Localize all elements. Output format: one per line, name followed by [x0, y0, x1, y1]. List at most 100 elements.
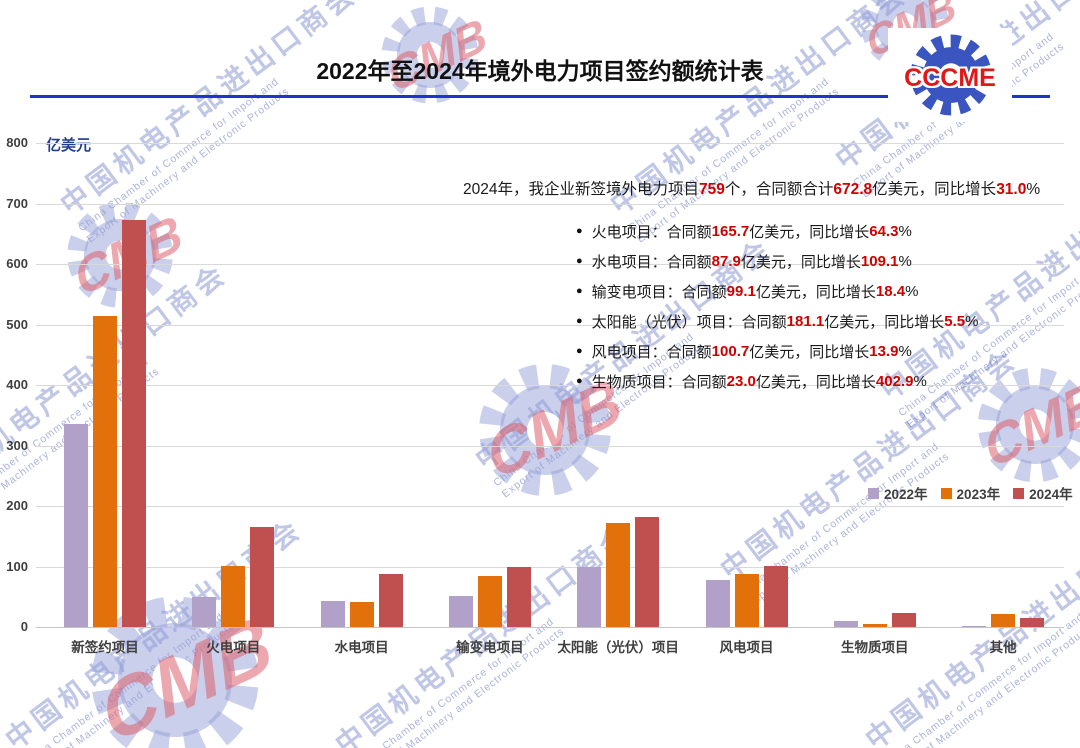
bar-2023年-火电项目: [221, 565, 246, 627]
cccme-logo: CCCME: [888, 28, 1012, 122]
highlight-value: 13.9: [869, 342, 899, 360]
x-label-水电项目: 水电项目: [334, 640, 389, 655]
gridline-0: [36, 627, 1064, 628]
summary-line: 2024年，我企业新签境外电力项目759个，合同额合计672.8亿美元，同比增长…: [463, 177, 1040, 199]
bar-2024年-水电项目: [378, 573, 403, 627]
text-segment: 亿美元，同比增长: [755, 373, 876, 391]
bar-2023年-新签约项目: [93, 316, 117, 627]
bar-2024年-新签约项目: [122, 219, 146, 627]
gridline-700: [36, 203, 1064, 205]
bullet-dot-icon: ●: [576, 375, 583, 387]
text-segment: 亿美元，同比增长: [749, 343, 870, 361]
y-tick-200: 200: [6, 498, 28, 513]
bar-2024年-风电项目: [763, 566, 788, 627]
highlight-value: 181.1: [786, 312, 825, 330]
gridline-800: [36, 143, 1064, 144]
bullet-dot-icon: ●: [576, 285, 583, 297]
bar-2022年-其他: [962, 625, 987, 627]
y-tick-400: 400: [6, 377, 28, 392]
highlight-value: 31.0: [996, 181, 1027, 198]
bar-2024年-火电项目: [250, 526, 275, 627]
bullet-item-0: ● 火电项目：合同额 165.7 亿美元，同比增长 64.3%: [576, 216, 978, 246]
text-segment: %: [913, 372, 927, 390]
text-segment: 亿美元，同比增长: [740, 253, 861, 271]
text-segment: %: [898, 252, 912, 270]
gridline-100: [36, 566, 1064, 568]
y-tick-100: 100: [6, 558, 28, 574]
highlight-value: 402.9: [875, 372, 914, 390]
bar-2024年-输变电项目: [506, 567, 531, 627]
text-segment: %: [905, 282, 919, 300]
y-tick-300: 300: [6, 437, 28, 453]
bullet-dot-icon: ●: [576, 345, 583, 357]
text-segment: 风电项目：合同额: [591, 343, 712, 361]
bar-2023年-太阳能（光伏）项目: [606, 523, 631, 627]
bullet-list: ● 火电项目：合同额 165.7 亿美元，同比增长 64.3% ● 水电项目：合同额 87.9…: [576, 216, 978, 396]
gridline-500: [36, 324, 1064, 326]
x-label-太阳能（光伏）项目: 太阳能（光伏）项目: [557, 640, 679, 655]
bar-2024年-其他: [1020, 617, 1045, 627]
bar-2022年-生物质项目: [833, 620, 858, 627]
highlight-value: 759: [698, 181, 725, 198]
bullet-item-4: ● 风电项目：合同额 100.7 亿美元，同比增长 13.9%: [576, 336, 978, 366]
legend-item-2024年: 2024年: [1013, 483, 1073, 503]
highlight-value: 672.8: [833, 181, 873, 198]
title-divider: [30, 95, 1050, 98]
legend-label: 2022年: [884, 487, 928, 502]
bullet-dot-icon: ●: [576, 315, 583, 327]
y-tick-800: 800: [6, 135, 28, 150]
bar-2022年-风电项目: [705, 579, 730, 627]
text-segment: 亿美元，同比增长: [755, 283, 876, 301]
legend-swatch-icon: [940, 487, 952, 499]
y-tick-0: 0: [20, 619, 28, 634]
highlight-value: 109.1: [860, 252, 899, 270]
x-label-输变电项目: 输变电项目: [456, 640, 524, 655]
bar-2022年-火电项目: [192, 596, 217, 627]
bar-2023年-风电项目: [734, 573, 759, 627]
x-label-生物质项目: 生物质项目: [841, 640, 909, 655]
gridline-200: [36, 506, 1064, 507]
bar-2023年-输变电项目: [477, 576, 502, 627]
highlight-value: 165.7: [711, 222, 750, 240]
text-segment: 亿美元，同比增长: [872, 181, 997, 198]
highlight-value: 100.7: [711, 342, 750, 360]
bullet-dot-icon: ●: [576, 225, 583, 237]
bar-2023年-其他: [991, 613, 1016, 627]
text-segment: %: [898, 222, 912, 240]
highlight-value: 87.9: [711, 252, 741, 270]
text-segment: 2024年，我企业新签境外电力项目: [463, 181, 699, 198]
bar-2024年-太阳能（光伏）项目: [635, 517, 660, 627]
y-tick-600: 600: [6, 256, 28, 271]
text-segment: 生物质项目：合同额: [591, 373, 727, 391]
legend-swatch-icon: [868, 487, 879, 499]
legend-swatch-icon: [1013, 487, 1025, 499]
text-segment: 水电项目：合同额: [591, 253, 712, 271]
legend-label: 2024年: [1029, 487, 1073, 502]
x-label-其他: 其他: [989, 640, 1017, 655]
bar-2023年-生物质项目: [862, 624, 887, 627]
bullet-item-1: ● 水电项目：合同额 87.9 亿美元，同比增长 109.1%: [576, 246, 978, 276]
cccme-logo-text: CCCME: [904, 64, 996, 92]
text-segment: %: [898, 342, 912, 360]
bullet-item-2: ● 输变电项目：合同额 99.1 亿美元，同比增长 18.4%: [576, 276, 978, 306]
gridline-300: [36, 445, 1064, 447]
text-segment: 个，合同额合计: [724, 181, 834, 198]
text-segment: 太阳能（光伏）项目：合同额: [591, 313, 787, 331]
legend: 2022年 2023年 2024年: [868, 483, 1073, 503]
bar-2023年-水电项目: [349, 601, 374, 627]
bar-2022年-太阳能（光伏）项目: [577, 566, 602, 627]
bar-2022年-输变电项目: [448, 595, 473, 627]
bar-2022年-水电项目: [320, 600, 345, 627]
highlight-value: 5.5: [944, 312, 966, 330]
gridline-600: [36, 264, 1064, 265]
legend-item-2023年: 2023年: [940, 483, 1000, 503]
y-tick-500: 500: [6, 316, 28, 332]
text-segment: 亿美元，同比增长: [824, 313, 945, 331]
highlight-value: 18.4: [875, 282, 906, 300]
highlight-value: 23.0: [726, 372, 756, 390]
y-tick-700: 700: [6, 195, 28, 211]
text-segment: %: [965, 312, 979, 330]
text-segment: 火电项目：合同额: [591, 223, 712, 241]
